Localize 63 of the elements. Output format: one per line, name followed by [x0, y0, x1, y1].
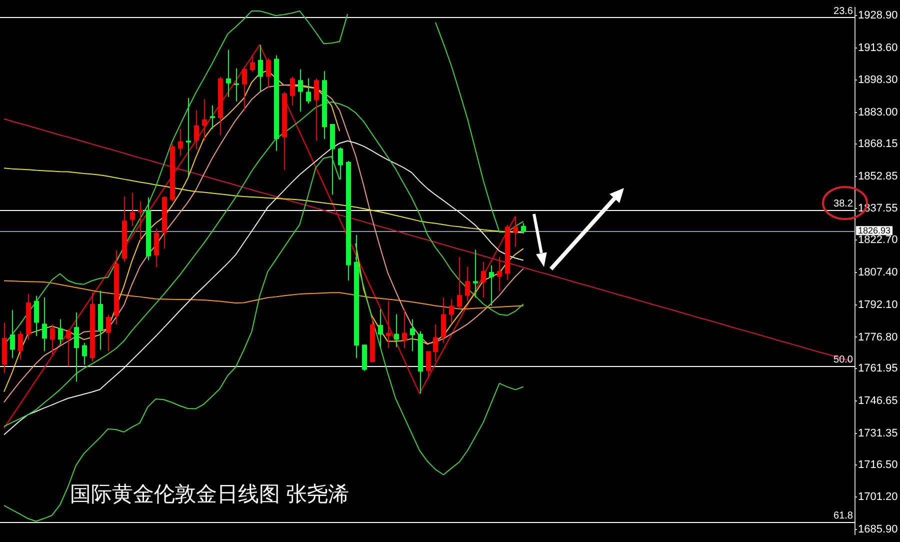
candlestick: [210, 104, 215, 130]
candlestick: [441, 296, 446, 344]
candlestick: [178, 128, 183, 156]
candlestick: [58, 318, 63, 346]
candlestick: [378, 308, 383, 348]
annotation: 38.2: [834, 198, 854, 210]
y-tick-label: 1913.60: [858, 42, 898, 54]
y-tick-label: 1868.15: [858, 138, 898, 150]
candlestick: [10, 310, 15, 358]
candlestick: [426, 350, 431, 379]
y-tick-label: 1701.20: [858, 491, 898, 504]
y-tick-label: 1928.90: [858, 9, 898, 22]
y-tick-label: 1883.00: [858, 106, 898, 119]
candlestick: [314, 78, 319, 142]
y-tick-label: 1716.50: [858, 458, 898, 471]
y-tick-label: 1776.80: [858, 331, 898, 344]
y-tick-label: 1852.85: [858, 170, 898, 182]
y-tick-label: 1807.40: [858, 266, 898, 279]
candlestick: [250, 54, 255, 72]
y-tick-label: 1792.10: [858, 298, 898, 311]
candlestick: [410, 318, 415, 352]
y-tick-label: 1746.65: [858, 395, 898, 408]
candlestick: [457, 256, 462, 310]
candlestick: [449, 298, 454, 324]
candlestick: [18, 330, 23, 360]
candlestick: [258, 44, 263, 92]
candlestick: [306, 78, 311, 104]
annotation: 23.6: [834, 6, 854, 18]
candlestick: [394, 314, 399, 348]
candlestick: [50, 324, 55, 356]
candlestick: [74, 312, 79, 382]
candlestick: [481, 261, 486, 298]
candlestick: [489, 264, 494, 306]
candlestick: [497, 256, 502, 292]
text: 国际黄金伦敦金日线图 张尧浠: [70, 482, 349, 508]
y-tick-label: 1685.90: [858, 524, 898, 536]
candlestick: [130, 192, 135, 226]
candlestick: [433, 324, 438, 362]
ref-line-label: 1826.93: [858, 226, 891, 236]
y-tick-label: 1761.95: [858, 362, 898, 375]
candlestick: [42, 296, 47, 352]
candlestick: [402, 310, 407, 349]
y-tick-label: 1731.35: [858, 427, 898, 440]
candlestick: [194, 110, 199, 150]
candlestick: [154, 228, 159, 268]
annotation: 61.8: [834, 510, 854, 522]
y-tick-label: 1822.70: [858, 234, 898, 246]
candlestick: [521, 222, 526, 234]
candlestick: [66, 328, 71, 367]
candlestick: [226, 49, 231, 98]
candlestick: [290, 76, 295, 106]
candlestick: [266, 58, 271, 88]
y-tick-label: 1898.30: [858, 74, 898, 86]
candlestick: [202, 98, 207, 142]
candlestick: [242, 66, 247, 111]
candlestick: [298, 68, 303, 112]
candlestick: [186, 97, 191, 177]
candlestick: [34, 295, 39, 337]
candlestick: [338, 146, 343, 180]
candlestick: [106, 314, 111, 352]
candlestick: [82, 342, 87, 366]
candlestick: [473, 249, 478, 298]
candlestick: [465, 266, 470, 302]
